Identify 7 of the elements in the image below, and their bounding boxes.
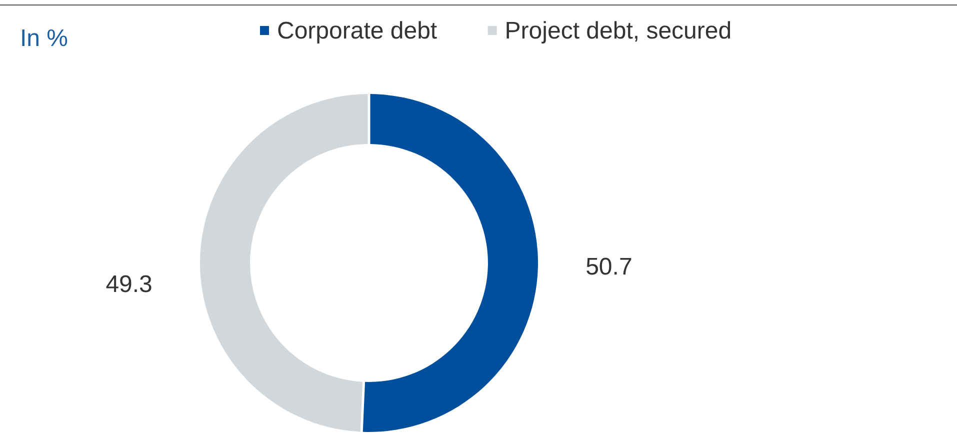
- legend-label: Project debt, secured: [504, 18, 732, 45]
- donut-slice: [362, 94, 538, 432]
- data-label: 50.7: [586, 254, 632, 281]
- legend-label: Corporate debt: [277, 18, 438, 45]
- data-label: 49.3: [106, 271, 152, 298]
- chart-title: In %: [20, 25, 68, 52]
- donut-slice: [200, 94, 368, 432]
